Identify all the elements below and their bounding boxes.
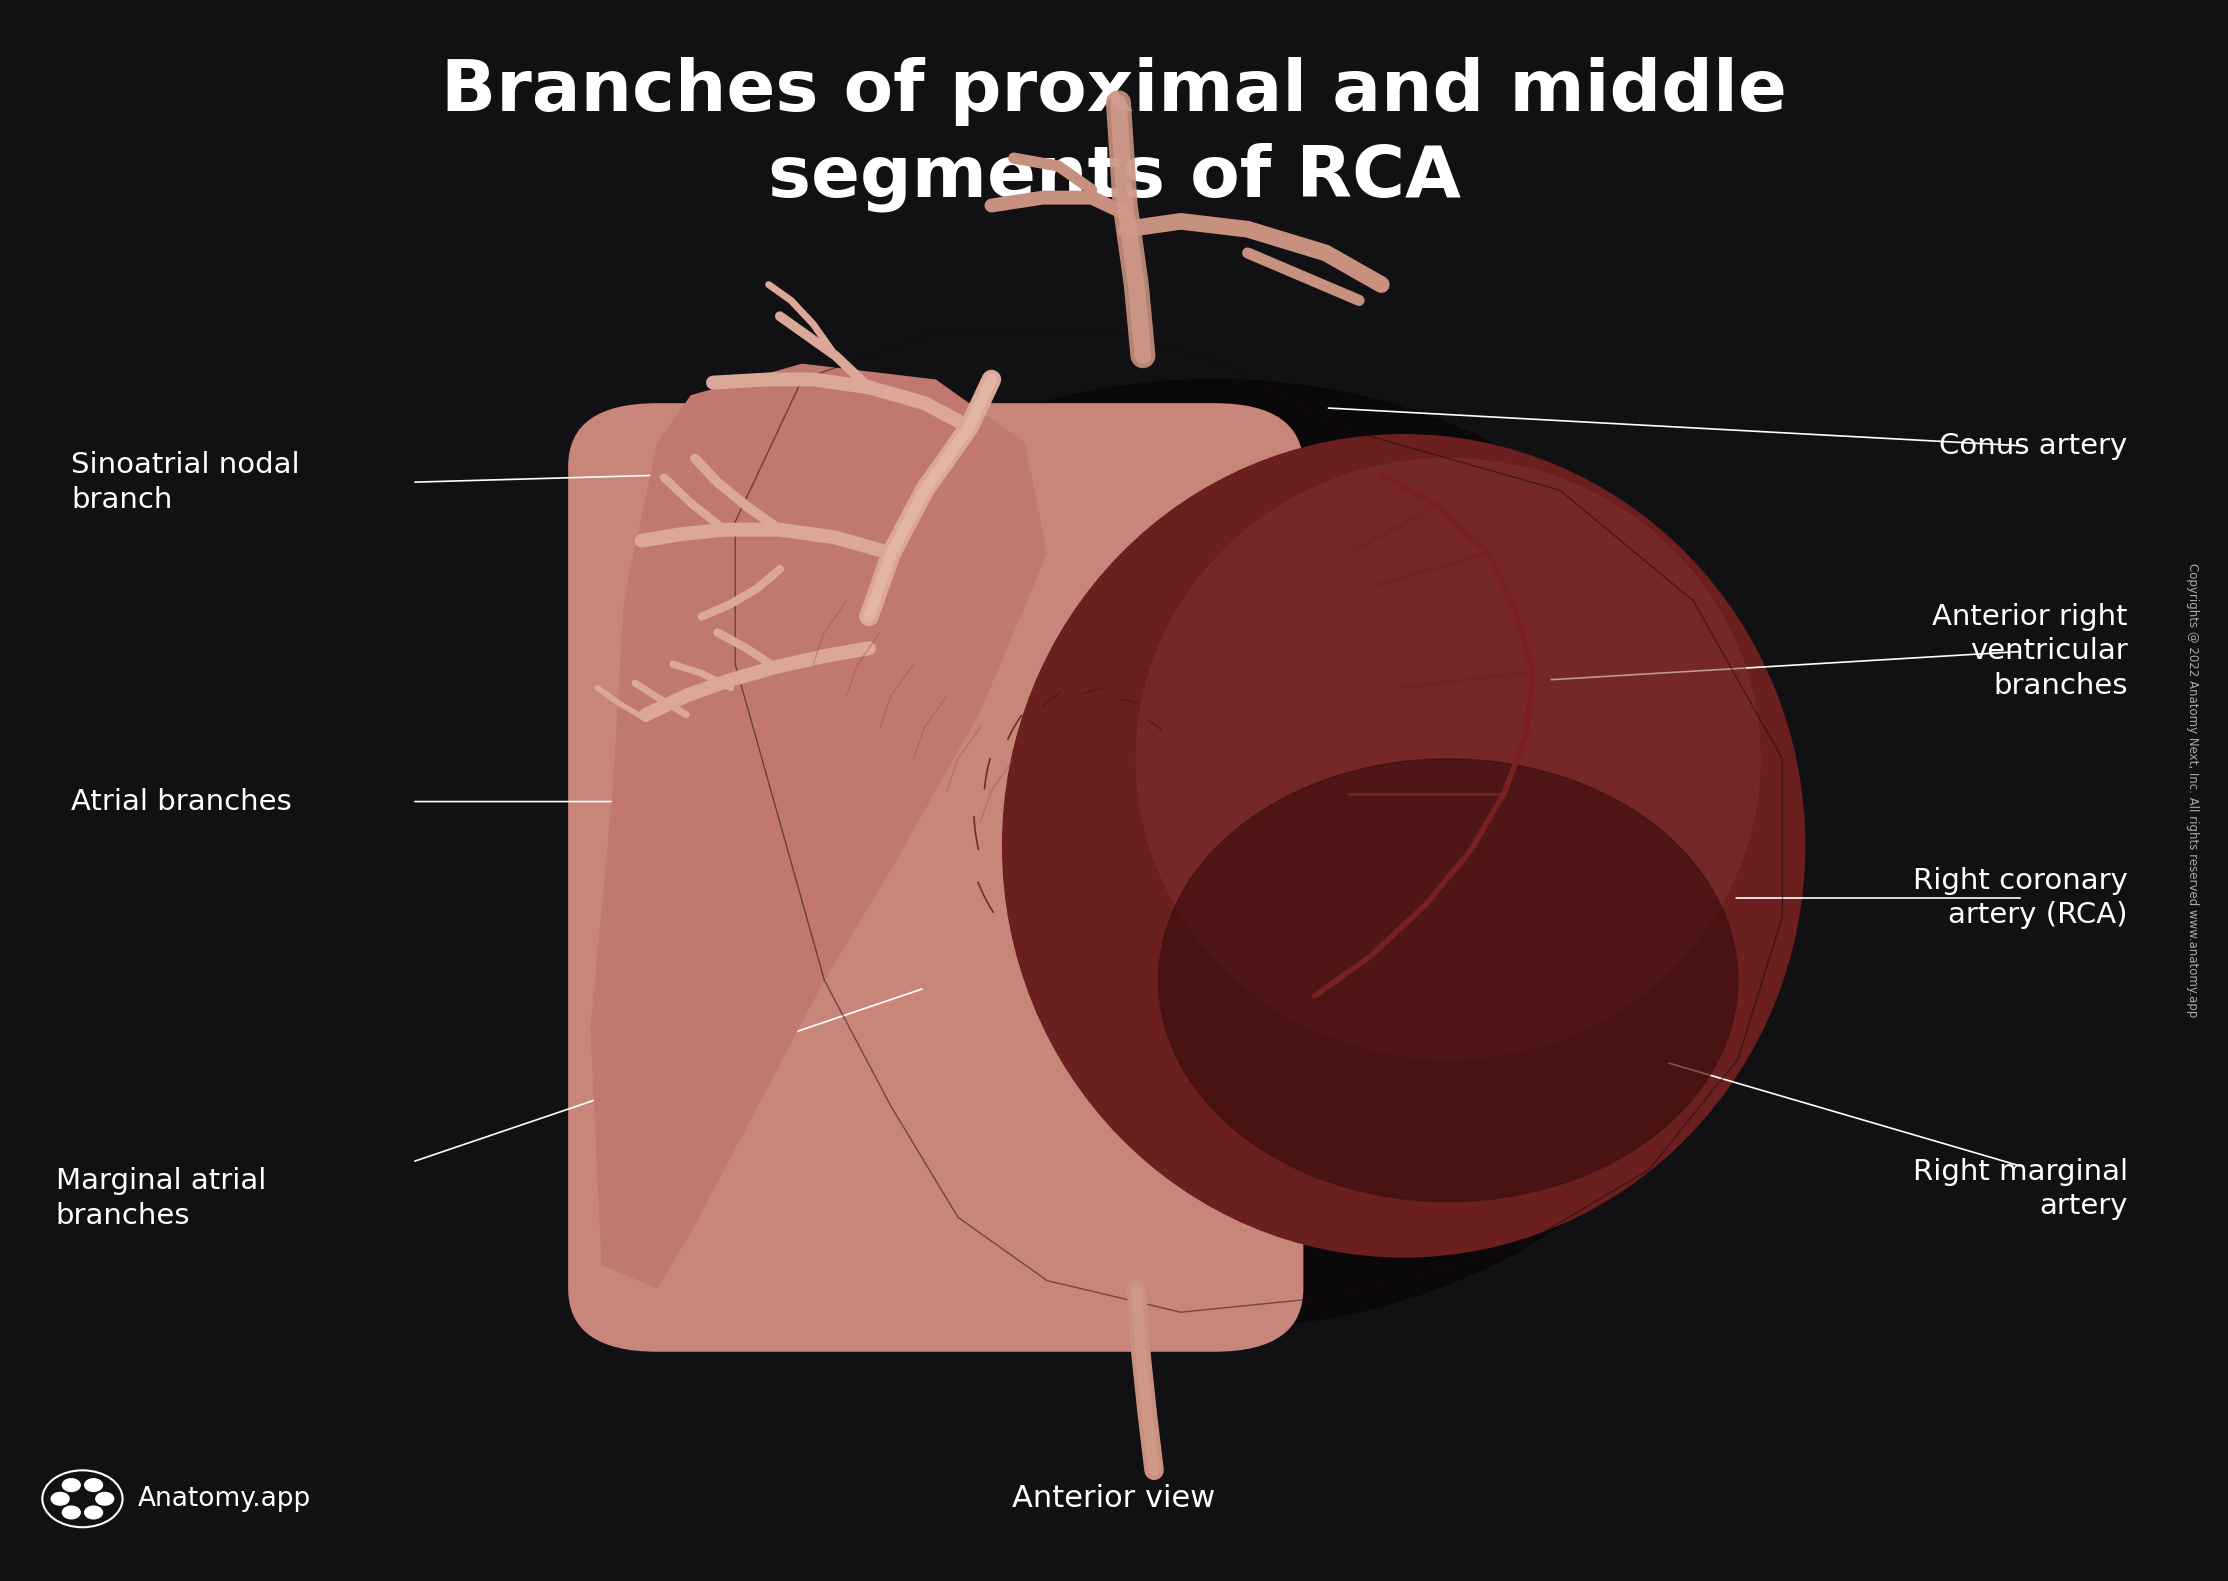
Circle shape bbox=[85, 1478, 102, 1491]
Polygon shape bbox=[590, 364, 1047, 1289]
Text: Conus artery: Conus artery bbox=[1941, 432, 2128, 460]
Circle shape bbox=[62, 1478, 80, 1491]
Text: Branches of proximal and middle
segments of RCA: Branches of proximal and middle segments… bbox=[441, 57, 1787, 212]
Text: Atrial branches: Atrial branches bbox=[71, 787, 292, 816]
Text: Anterior right
ventricular
branches: Anterior right ventricular branches bbox=[1932, 602, 2128, 700]
Text: Sinoatrial nodal
branch: Sinoatrial nodal branch bbox=[71, 451, 301, 514]
Ellipse shape bbox=[657, 379, 1771, 1328]
Ellipse shape bbox=[1159, 759, 1738, 1202]
Text: Marginal atrial
branches: Marginal atrial branches bbox=[56, 1167, 265, 1230]
Circle shape bbox=[85, 1507, 102, 1519]
Text: Anterior view: Anterior view bbox=[1012, 1485, 1216, 1513]
Text: Right marginal
artery: Right marginal artery bbox=[1912, 1157, 2128, 1221]
Circle shape bbox=[62, 1507, 80, 1519]
Ellipse shape bbox=[1136, 458, 1760, 1059]
Ellipse shape bbox=[1003, 435, 1805, 1257]
Text: Copyrights @ 2022 Anatomy Next, Inc. All rights reserved www.anatomy.app: Copyrights @ 2022 Anatomy Next, Inc. All… bbox=[2186, 563, 2199, 1018]
Text: Right coronary
artery (RCA): Right coronary artery (RCA) bbox=[1914, 866, 2128, 930]
FancyBboxPatch shape bbox=[568, 403, 1303, 1352]
Circle shape bbox=[51, 1492, 69, 1505]
Text: Anatomy.app: Anatomy.app bbox=[138, 1486, 312, 1511]
Circle shape bbox=[96, 1492, 114, 1505]
